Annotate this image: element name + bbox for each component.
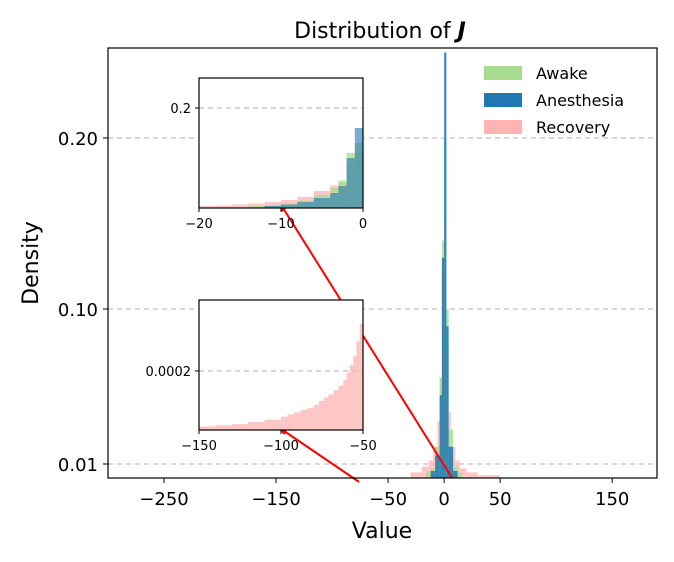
- bar-recovery: [477, 475, 501, 478]
- inset-bar-recovery: [313, 404, 319, 430]
- x-tick-label: −150: [251, 489, 300, 510]
- inset-bar-recovery: [318, 401, 324, 430]
- inset-bar-recovery: [338, 385, 344, 430]
- bar-recovery: [459, 468, 467, 478]
- y-tick-label: 0.10: [58, 300, 98, 321]
- inset-lower: 0.0002 −150 −100 −50: [146, 299, 377, 454]
- bar-anesthesia: [430, 471, 436, 478]
- inset-bar-anesthesia: [313, 198, 331, 208]
- inset-bar-recovery: [248, 203, 265, 208]
- main-plot-frame: [107, 47, 658, 479]
- inset-bar-recovery: [215, 425, 232, 430]
- inset-bar-recovery: [333, 390, 339, 430]
- inset-x-tick-label: −20: [185, 217, 212, 232]
- inset-bar-recovery: [356, 341, 360, 430]
- bar-recovery: [421, 466, 429, 478]
- x-tick-label: −50: [369, 489, 407, 510]
- inset-upper: 0.2 −20 −10 0: [170, 77, 367, 232]
- inset-bar-recovery: [323, 397, 329, 430]
- chart-title: Distribution of J: [294, 19, 466, 44]
- inset-bar-recovery: [215, 205, 232, 208]
- inset-bar-recovery: [231, 204, 249, 208]
- y-axis-label: Density: [19, 221, 44, 305]
- inset-x-tick-label: 0: [359, 217, 367, 232]
- inset-bar-recovery: [264, 419, 281, 430]
- bar-anesthesia: [444, 52, 447, 478]
- bar-anesthesia: [439, 395, 442, 478]
- main-histogram-bars: [410, 52, 501, 478]
- inset-bar-recovery: [231, 424, 249, 430]
- inset-bar-recovery: [346, 372, 350, 430]
- inset-bar-recovery: [300, 409, 308, 430]
- inset-bar-anesthesia: [330, 193, 339, 208]
- inset-bars: [199, 128, 363, 208]
- bar-recovery: [410, 472, 422, 478]
- bar-recovery: [466, 472, 478, 478]
- inset-bar-anesthesia: [297, 202, 314, 208]
- inset-bar-recovery: [349, 365, 354, 430]
- bar-anesthesia: [441, 257, 445, 478]
- y-tick-label: 0.20: [58, 129, 98, 150]
- bar-anesthesia: [453, 471, 458, 478]
- bar-awake: [426, 472, 431, 478]
- inset-y-tick-label: 0.2: [170, 102, 191, 117]
- inset-bar-recovery: [199, 426, 216, 430]
- inset-bar-anesthesia: [346, 158, 355, 208]
- y-gridlines: [108, 137, 657, 465]
- zoom-arrow-upper: [282, 207, 453, 479]
- legend-label-awake: Awake: [536, 64, 588, 83]
- x-axis-ticks: −250 −150 −50 0 50 150: [139, 478, 629, 510]
- inset-bar-recovery: [359, 323, 363, 430]
- legend-swatch-anesthesia: [484, 93, 522, 107]
- inset-y-tick-label: 0.0002: [146, 365, 192, 380]
- bar-anesthesia: [446, 326, 449, 478]
- inset-bar-recovery: [248, 422, 265, 430]
- inset-bar-anesthesia: [281, 204, 298, 208]
- inset-bars: [199, 323, 363, 430]
- inset-bar-recovery: [307, 407, 314, 430]
- inset-bar-anesthesia: [354, 128, 363, 208]
- x-tick-label: 150: [595, 489, 629, 510]
- bar-anesthesia: [435, 455, 440, 478]
- x-tick-label: −250: [139, 489, 188, 510]
- chart-title-symbol: J: [454, 19, 466, 44]
- inset-bar-recovery: [328, 394, 334, 430]
- inset-x-tick-label: −100: [263, 439, 299, 454]
- inset-bar-anesthesia: [264, 206, 281, 208]
- inset-bar-awake: [248, 206, 265, 208]
- legend-swatch-awake: [484, 66, 522, 80]
- chart-title-text: Distribution of: [294, 19, 458, 44]
- inset-bar-recovery: [343, 379, 347, 430]
- y-axis-ticks: 0.20 0.10 0.01: [58, 129, 108, 476]
- inset-x-tick-label: −150: [181, 439, 217, 454]
- y-tick-label: 0.01: [58, 455, 98, 476]
- inset-bar-recovery: [353, 356, 357, 430]
- zoom-arrow-lower: [283, 430, 360, 483]
- x-tick-label: 0: [438, 489, 449, 510]
- inset-x-tick-label: −10: [267, 217, 294, 232]
- legend-swatch-recovery: [484, 120, 522, 134]
- inset-bar-recovery: [199, 206, 216, 208]
- legend-label-anesthesia: Anesthesia: [536, 91, 624, 110]
- inset-bar-recovery: [287, 414, 295, 430]
- bar-awake: [457, 472, 463, 478]
- x-tick-label: 50: [489, 489, 512, 510]
- inset-bar-recovery: [294, 412, 301, 430]
- x-axis-label: Value: [352, 519, 412, 544]
- bar-anesthesia: [448, 446, 454, 478]
- inset-bar-anesthesia: [338, 186, 347, 208]
- legend: Awake Anesthesia Recovery: [484, 64, 624, 137]
- inset-bar-recovery: [281, 416, 288, 430]
- inset-x-tick-label: −50: [349, 439, 376, 454]
- legend-label-recovery: Recovery: [536, 118, 610, 137]
